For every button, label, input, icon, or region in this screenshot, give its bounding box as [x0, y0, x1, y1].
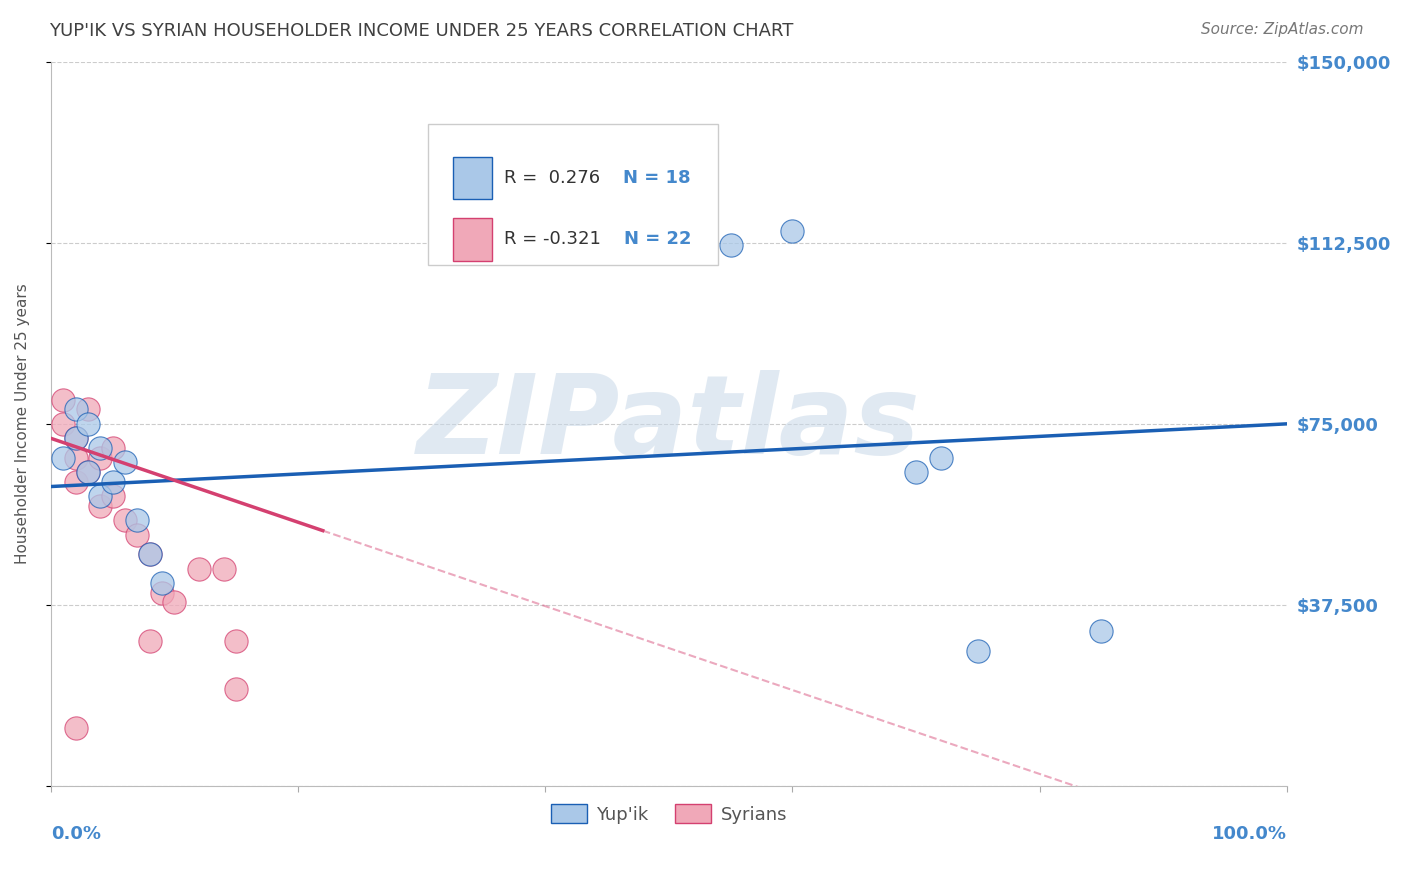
Point [89, 450, 111, 465]
Point [150, 576, 173, 591]
Point [52, 392, 75, 407]
FancyBboxPatch shape [453, 156, 492, 199]
Point [138, 547, 160, 561]
Point [138, 633, 160, 648]
Point [905, 465, 928, 479]
Point [114, 513, 136, 527]
Point [163, 595, 186, 609]
Point [114, 455, 136, 469]
Point [929, 450, 952, 465]
Point [52, 450, 75, 465]
Point [52, 417, 75, 431]
Point [127, 528, 149, 542]
Point [127, 513, 149, 527]
Point [77, 402, 100, 417]
Point [77, 465, 100, 479]
Point [65, 721, 87, 735]
Text: R = -0.321: R = -0.321 [505, 230, 602, 248]
Point [150, 585, 173, 599]
FancyBboxPatch shape [453, 218, 492, 260]
Text: 0.0%: 0.0% [51, 825, 101, 843]
Point [101, 475, 124, 489]
Point [225, 682, 247, 697]
Text: N = 22: N = 22 [624, 230, 692, 248]
Point [77, 465, 100, 479]
Text: N = 18: N = 18 [623, 169, 692, 187]
Point [89, 489, 111, 503]
Point [65, 431, 87, 445]
Point [65, 431, 87, 445]
Point [65, 475, 87, 489]
Text: Source: ZipAtlas.com: Source: ZipAtlas.com [1201, 22, 1364, 37]
Point [138, 547, 160, 561]
Y-axis label: Householder Income Under 25 years: Householder Income Under 25 years [15, 284, 30, 565]
Point [101, 489, 124, 503]
FancyBboxPatch shape [427, 124, 718, 265]
Text: ZIPatlas: ZIPatlas [418, 370, 921, 477]
Point [212, 561, 235, 575]
Point [65, 402, 87, 417]
Point [101, 441, 124, 455]
Point [89, 499, 111, 513]
Point [77, 417, 100, 431]
Text: YUP'IK VS SYRIAN HOUSEHOLDER INCOME UNDER 25 YEARS CORRELATION CHART: YUP'IK VS SYRIAN HOUSEHOLDER INCOME UNDE… [49, 22, 793, 40]
Text: R =  0.276: R = 0.276 [505, 169, 600, 187]
Legend: Yup'ik, Syrians: Yup'ik, Syrians [544, 797, 794, 830]
Point [65, 450, 87, 465]
Point [225, 633, 247, 648]
Point [720, 238, 742, 252]
Text: 100.0%: 100.0% [1212, 825, 1286, 843]
Point [89, 441, 111, 455]
Point [782, 224, 804, 238]
Point [188, 561, 211, 575]
Point [967, 643, 990, 657]
Point [1090, 624, 1112, 639]
